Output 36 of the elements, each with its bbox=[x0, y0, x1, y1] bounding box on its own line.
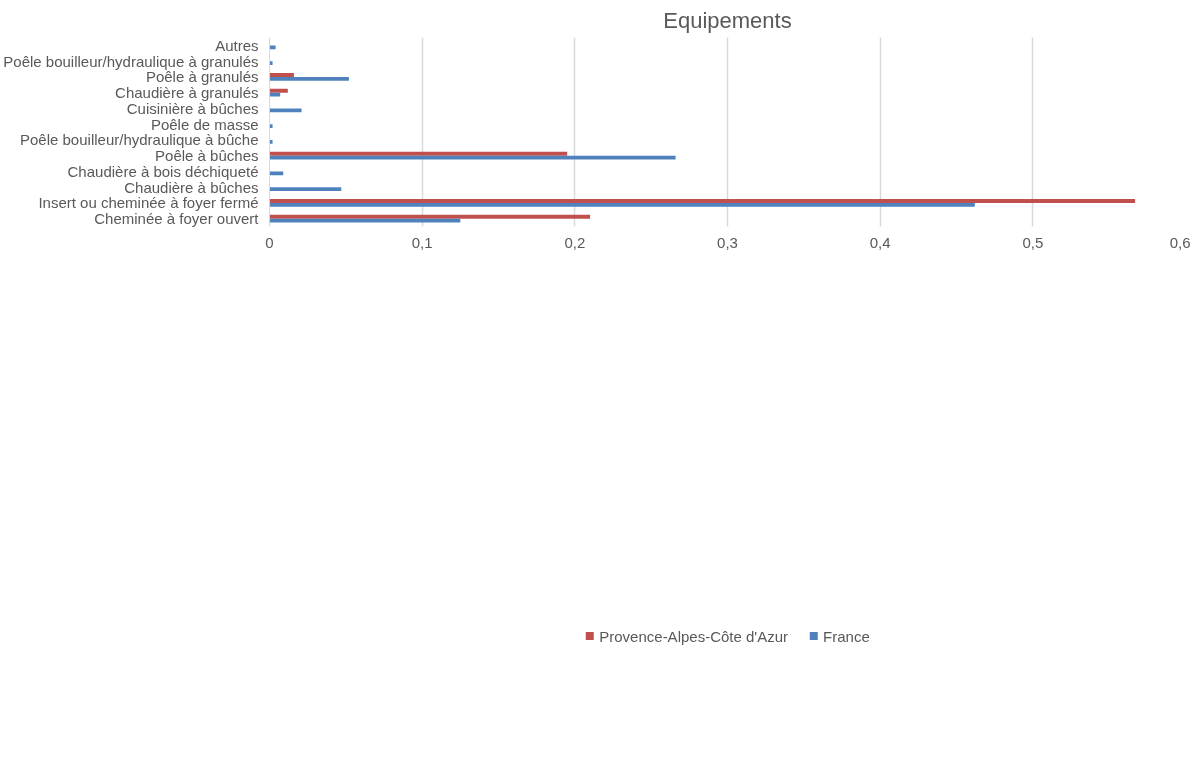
bar bbox=[269, 139, 273, 144]
y-tick-label: Autres bbox=[215, 36, 259, 54]
bar bbox=[269, 72, 294, 77]
bar bbox=[269, 155, 676, 160]
bar bbox=[269, 61, 273, 66]
legend-label: France bbox=[823, 627, 870, 645]
y-tick-label: Poêle à bûches bbox=[155, 147, 259, 165]
bar bbox=[269, 187, 342, 192]
bar bbox=[269, 108, 302, 113]
bar bbox=[269, 76, 349, 81]
y-tick-label: Poêle bouilleur/hydraulique à bûche bbox=[19, 131, 259, 149]
x-tick-label: 0,5 bbox=[1022, 233, 1044, 251]
y-tick-label: Chaudière à bois déchiqueté bbox=[67, 162, 259, 180]
x-tick-label: 0,6 bbox=[1169, 233, 1191, 251]
x-tick-label: 0,4 bbox=[869, 233, 891, 251]
y-tick-label: Chaudière à granulés bbox=[115, 84, 259, 102]
x-tick-label: 0,1 bbox=[411, 233, 433, 251]
bar bbox=[269, 92, 281, 97]
bar bbox=[269, 202, 975, 207]
bar bbox=[269, 151, 568, 156]
bar bbox=[269, 124, 273, 129]
x-tick-label: 0,2 bbox=[564, 233, 586, 251]
chart-title: Equipements bbox=[663, 7, 792, 33]
bar bbox=[269, 198, 1136, 203]
bar bbox=[269, 218, 461, 223]
bar bbox=[269, 88, 288, 93]
y-tick-label: Poêle de masse bbox=[150, 115, 259, 133]
x-tick-label: 0,3 bbox=[717, 233, 738, 251]
y-tick-label: Insert ou cheminée à foyer fermé bbox=[38, 194, 259, 212]
y-tick-label: Cheminée à foyer ouvert bbox=[94, 210, 260, 228]
x-tick-label: 0 bbox=[265, 233, 274, 251]
bar bbox=[269, 45, 276, 50]
y-tick-label: Poêle bouilleur/hydraulique à granulés bbox=[3, 52, 259, 70]
bar bbox=[269, 214, 591, 219]
bar bbox=[269, 171, 284, 176]
legend-label: Provence-Alpes-Côte d'Azur bbox=[599, 627, 789, 645]
